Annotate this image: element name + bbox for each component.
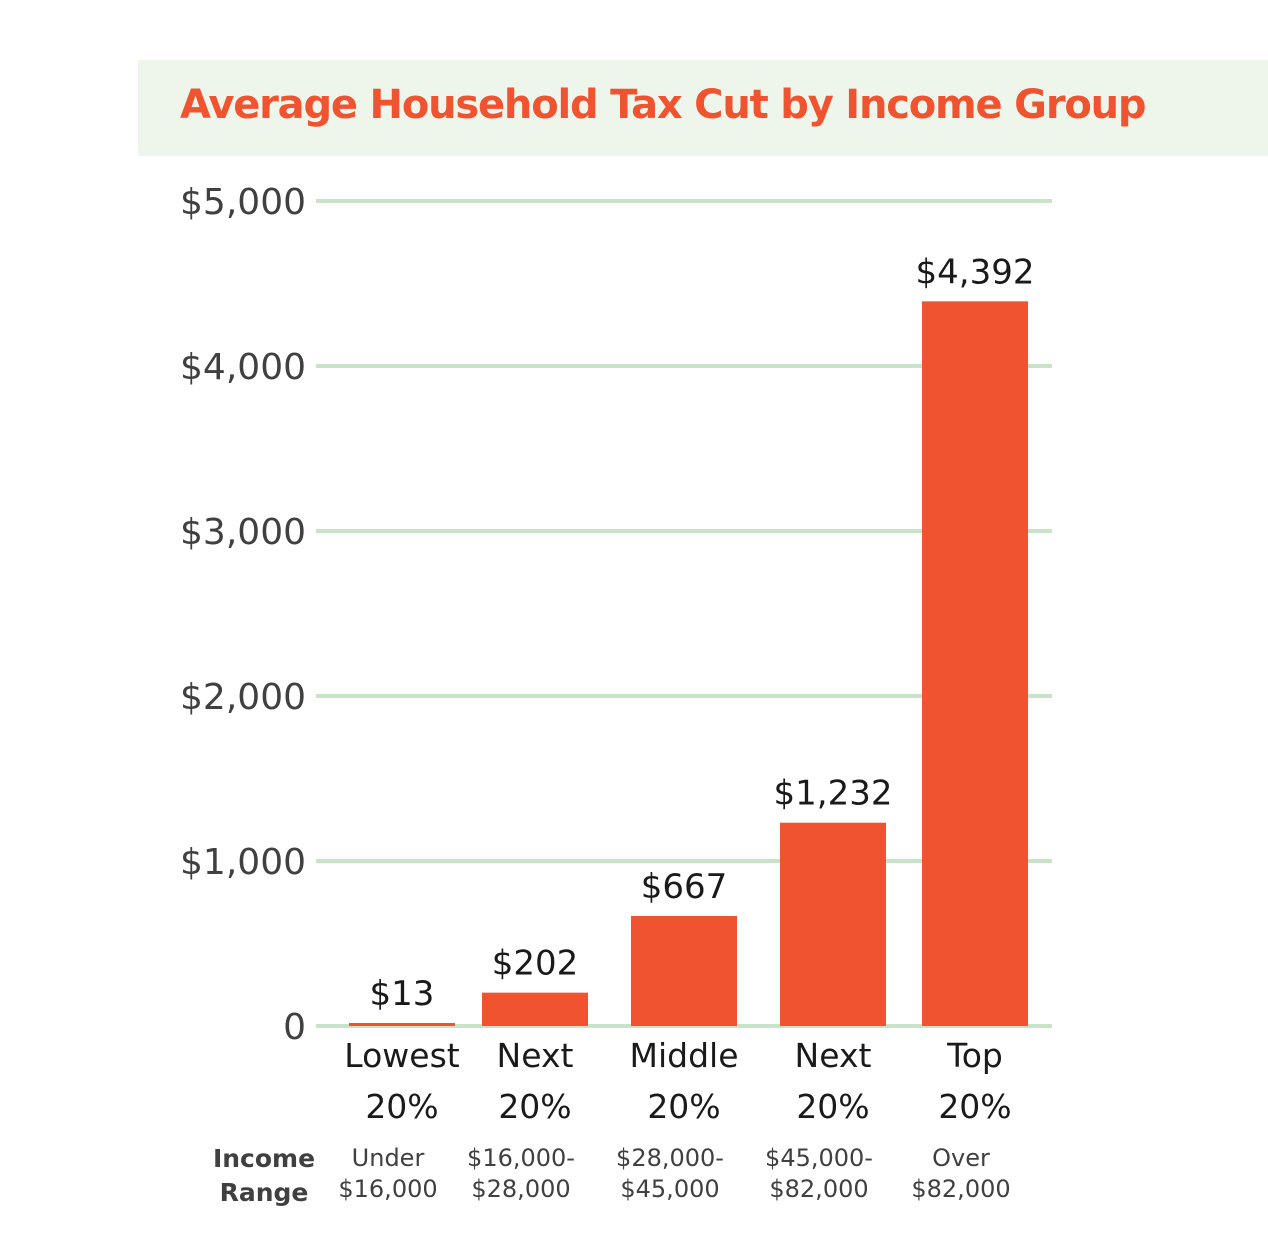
income-range-label: $82,000	[911, 1175, 1010, 1203]
income-range-heading: Range	[220, 1178, 309, 1207]
income-range-label: Under	[352, 1144, 425, 1172]
income-range-heading: Income	[213, 1144, 315, 1173]
y-tick-label: $1,000	[180, 842, 306, 883]
bar-value-label: $4,392	[916, 252, 1035, 292]
category-label: Lowest	[344, 1036, 459, 1075]
chart-title: Average Household Tax Cut by Income Grou…	[180, 82, 1147, 128]
bar	[482, 992, 588, 1026]
income-range-label: $45,000	[620, 1175, 719, 1203]
category-label: 20%	[796, 1087, 869, 1126]
bar	[922, 301, 1028, 1026]
category-label: Next	[497, 1036, 574, 1075]
income-range-label: $16,000-	[467, 1144, 575, 1172]
income-range-labels: Income Range Under $16,000 $16,000- $28,000 $2…	[213, 1144, 1011, 1207]
income-range-label: $82,000	[769, 1175, 868, 1203]
y-tick-label: $5,000	[180, 182, 306, 223]
bar	[349, 1023, 455, 1026]
category-label: 20%	[938, 1087, 1011, 1126]
category-label: Middle	[629, 1036, 738, 1075]
income-range-label: $28,000-	[616, 1144, 724, 1172]
bar-value-label: $1,232	[774, 774, 893, 814]
income-range-label: Over	[932, 1144, 990, 1172]
category-label: Next	[795, 1036, 872, 1075]
bar	[780, 822, 886, 1026]
y-tick-label: 0	[283, 1007, 306, 1048]
category-label: Top	[946, 1036, 1003, 1075]
y-axis-ticks: 0 $1,000 $2,000 $3,000 $4,000 $5,000	[180, 182, 306, 1048]
bar-value-label: $667	[641, 867, 728, 907]
title-band: Average Household Tax Cut by Income Grou…	[138, 60, 1268, 156]
category-label: 20%	[365, 1087, 438, 1126]
bar	[631, 915, 737, 1026]
y-tick-label: $4,000	[180, 347, 306, 388]
y-tick-label: $3,000	[180, 512, 306, 553]
income-range-label: $16,000	[338, 1175, 437, 1203]
category-label: 20%	[647, 1087, 720, 1126]
bar-value-label: $13	[370, 974, 435, 1014]
y-tick-label: $2,000	[180, 677, 306, 718]
category-label: 20%	[498, 1087, 571, 1126]
bars	[349, 301, 1028, 1026]
income-range-label: $45,000-	[765, 1144, 873, 1172]
category-labels: Lowest 20% Next 20% Middle 20% Next 20% Top 20%	[344, 1036, 1011, 1126]
bar-value-label: $202	[492, 944, 579, 984]
income-range-label: $28,000	[471, 1175, 570, 1203]
value-labels: $13 $202 $667 $1,232 $4,392	[370, 252, 1035, 1014]
